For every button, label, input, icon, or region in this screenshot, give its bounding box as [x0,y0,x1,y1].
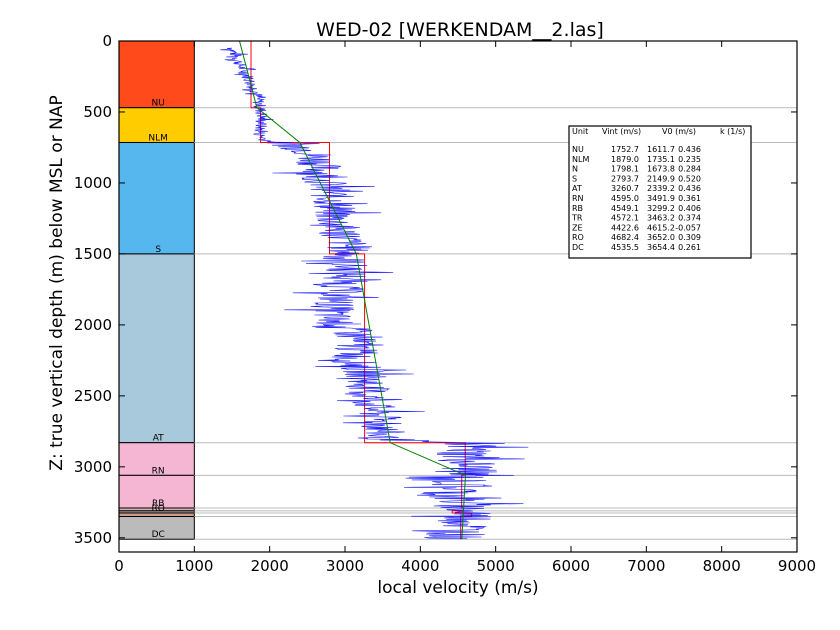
boundary-label-rn: RN [152,466,165,476]
table-k: 0.235 [678,155,701,164]
x-tick-label: 1000 [175,557,213,575]
y-tick-label: 2500 [74,387,112,405]
velocity-table: Unit Vint (m/s) V0 (m/s) k (1/s) NU 1752.7 161… [568,125,752,259]
table-vint: 4422.6 [611,223,639,232]
table-unit: AT [572,184,582,193]
y-tick-label: 1000 [74,174,112,192]
plot-frame [118,40,798,553]
table-v0: 3299.2 [647,204,675,213]
table-v0: 3463.2 [647,214,675,223]
velocity-trend [239,40,467,540]
table-vint: 1798.1 [611,165,639,174]
boundary-label-nlm: NLM [148,133,168,143]
formation-rn [118,442,195,476]
table-vint: 4682.4 [611,233,639,242]
table-vint: 4535.5 [611,243,639,252]
table-k: 0.309 [678,233,701,242]
table-unit: N [572,165,578,174]
velocity-log [220,47,529,539]
y-tick-label: 3500 [74,529,112,547]
boundary-label-rb: RB [152,499,164,509]
table-header: Unit [572,127,588,136]
table-unit: RB [572,204,583,213]
boundary-label-nu: NU [152,99,165,109]
velocity-log-line [220,47,529,539]
table-k: 0.374 [678,214,701,223]
x-tick-label: 7000 [627,557,665,575]
x-tick-label: 2000 [251,557,289,575]
x-axis-ticks: 0 1000 2000 3000 4000 5000 6000 7000 8000 9000 [114,41,816,575]
y-axis-ticks: 0 500 1000 1500 2000 2500 3000 3500 [74,32,797,547]
x-tick-label: 6000 [552,557,590,575]
y-tick-label: 500 [83,103,112,121]
table-header: Vint (m/s) [602,127,641,136]
formation-s [118,141,195,255]
x-tick-label: 9000 [778,557,816,575]
y-tick-label: 0 [102,32,112,50]
x-tick-label: 8000 [703,557,741,575]
x-tick-label: 0 [114,557,124,575]
table-v0: 3652.0 [647,233,675,242]
formation-column [118,40,195,540]
table-unit: DC [572,243,584,252]
table-k: 0.436 [678,145,701,154]
boundary-label-ro: RO [152,504,165,514]
table-unit: TR [571,214,583,223]
table-vint: 4595.0 [611,194,639,203]
table-v0: 2339.2 [647,184,675,193]
formation-rb [118,474,195,509]
trend-line [239,40,467,540]
table-unit: RO [572,233,584,242]
table-v0: 1611.7 [647,145,675,154]
formation-nu [118,40,195,109]
boundary-label-dc: DC [152,530,165,540]
table-v0: 1673.8 [647,165,675,174]
table-v0: 3654.4 [647,243,675,252]
table-box [568,125,752,259]
table-vint: 4572.1 [611,214,639,223]
table-unit: ZE [572,223,583,232]
table-unit: RN [572,194,584,203]
y-tick-label: 1500 [74,245,112,263]
y-tick-label: 2000 [74,316,112,334]
table-vint: 1879.0 [611,155,639,164]
x-tick-label: 5000 [477,557,515,575]
formation-nlm [118,107,195,143]
chart-title: WED-02 [WERKENDAM__2.las] [316,19,604,41]
table-vint: 2793.7 [611,174,639,183]
table-vint: 4549.1 [611,204,639,213]
interval-velocity-lines [250,41,473,540]
x-axis-label: local velocity (m/s) [377,578,538,598]
table-v0: 1735.1 [647,155,675,164]
table-v0: 2149.9 [647,174,675,183]
table-k: 0.361 [678,194,701,203]
table-k: 0.520 [678,174,701,183]
boundary-label-s: S [155,245,161,255]
table-k: 0.436 [678,184,701,193]
table-k: -0.057 [675,223,701,232]
interval-velocity-line [250,41,473,540]
table-v0: 4615.2 [647,223,675,232]
table-k: 0.261 [678,243,701,252]
table-header: V0 (m/s) [662,127,696,136]
table-k: 0.284 [678,165,701,174]
table-unit: NLM [572,155,589,164]
table-vint: 1752.7 [611,145,639,154]
y-axis-label: Z: true vertical depth (m) below MSL or … [47,95,67,470]
x-tick-label: 3000 [326,557,364,575]
formation-at [118,253,195,444]
table-vint: 3260.7 [611,184,639,193]
table-unit: NU [572,145,584,154]
boundary-label-at: AT [153,434,164,444]
x-tick-label: 4000 [401,557,439,575]
y-tick-label: 3000 [74,458,112,476]
table-v0: 3491.9 [647,194,675,203]
table-unit: S [572,174,577,183]
table-header: k (1/s) [720,127,745,136]
table-k: 0.406 [678,204,701,213]
